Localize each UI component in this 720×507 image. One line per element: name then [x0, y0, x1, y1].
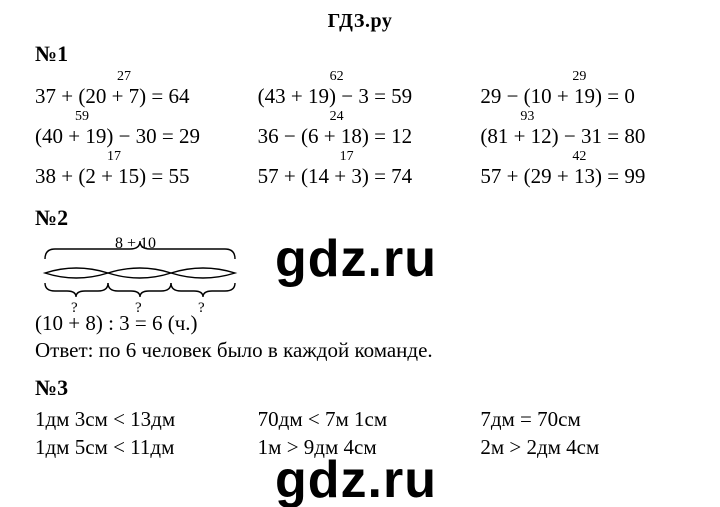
watermark-1: gdz.ru [275, 229, 437, 289]
diagram-q2: ? [135, 300, 142, 317]
equation-cell: 59 (40 + 19) − 30 = 29 [35, 111, 240, 151]
diagram-label-top: 8 + 10 [115, 235, 156, 253]
equation-cell: 93 (81 + 12) − 31 = 80 [480, 111, 685, 151]
compare-cell: 70дм < 7м 1см [258, 405, 463, 433]
equation-expression: 29 − (10 + 19) = 0 [480, 85, 635, 108]
brace-bottom-3 [171, 283, 235, 297]
compare-cell: 1дм 3см < 13дм [35, 405, 240, 433]
equation-expression: 36 − (6 + 18) = 12 [258, 125, 413, 148]
equation-superscript: 29 [572, 69, 586, 84]
diagram-q3: ? [198, 300, 205, 317]
section-1-title: №1 [35, 41, 685, 67]
equation-expression: 57 + (14 + 3) = 74 [258, 165, 413, 188]
equation-expression: 37 + (20 + 7) = 64 [35, 85, 190, 108]
diagram-q1: ? [71, 300, 78, 317]
equations-grid: 27 37 + (20 + 7) = 64 62 (43 + 19) − 3 =… [35, 71, 685, 191]
section-2-calc: (10 + 8) : 3 = 6 (ч.) [35, 311, 685, 336]
equation-cell: 42 57 + (29 + 13) = 99 [480, 151, 685, 191]
equation-cell: 62 (43 + 19) − 3 = 59 [258, 71, 463, 111]
brace-bottom-1 [45, 283, 108, 297]
equation-cell: 17 57 + (14 + 3) = 74 [258, 151, 463, 191]
equation-cell: 29 29 − (10 + 19) = 0 [480, 71, 685, 111]
equation-expression: 57 + (29 + 13) = 99 [480, 165, 645, 188]
equation-superscript: 27 [117, 69, 131, 84]
compare-cell: 7дм = 70см [480, 405, 685, 433]
equation-superscript: 93 [520, 109, 534, 124]
compare-cell: 1дм 5см < 11дм [35, 433, 240, 461]
equation-expression: 38 + (2 + 15) = 55 [35, 165, 190, 188]
page-root: ГДЗ.ру №1 27 37 + (20 + 7) = 64 62 (43 +… [0, 0, 720, 507]
equation-superscript: 62 [330, 69, 344, 84]
section-2-title: №2 [35, 205, 685, 231]
compare-cell: 2м > 2дм 4см [480, 433, 685, 461]
equation-superscript: 17 [107, 149, 121, 164]
equation-cell: 17 38 + (2 + 15) = 55 [35, 151, 240, 191]
segment-2 [108, 268, 171, 278]
section-3-title: №3 [35, 375, 685, 401]
watermark-2: gdz.ru [275, 450, 437, 507]
equation-superscript: 17 [340, 149, 354, 164]
equation-expression: (43 + 19) − 3 = 59 [258, 85, 413, 108]
equation-superscript: 59 [75, 109, 89, 124]
equation-superscript: 24 [330, 109, 344, 124]
segment-1 [45, 268, 108, 278]
equation-cell: 24 36 − (6 + 18) = 12 [258, 111, 463, 151]
brace-bottom-2 [108, 283, 171, 297]
section-2-answer: Ответ: по 6 человек было в каждой команд… [35, 338, 685, 363]
site-header: ГДЗ.ру [35, 10, 685, 33]
equation-cell: 27 37 + (20 + 7) = 64 [35, 71, 240, 111]
equation-expression: (40 + 19) − 30 = 29 [35, 125, 200, 148]
segment-3 [171, 268, 235, 278]
equation-superscript: 42 [572, 149, 586, 164]
equation-expression: (81 + 12) − 31 = 80 [480, 125, 645, 148]
